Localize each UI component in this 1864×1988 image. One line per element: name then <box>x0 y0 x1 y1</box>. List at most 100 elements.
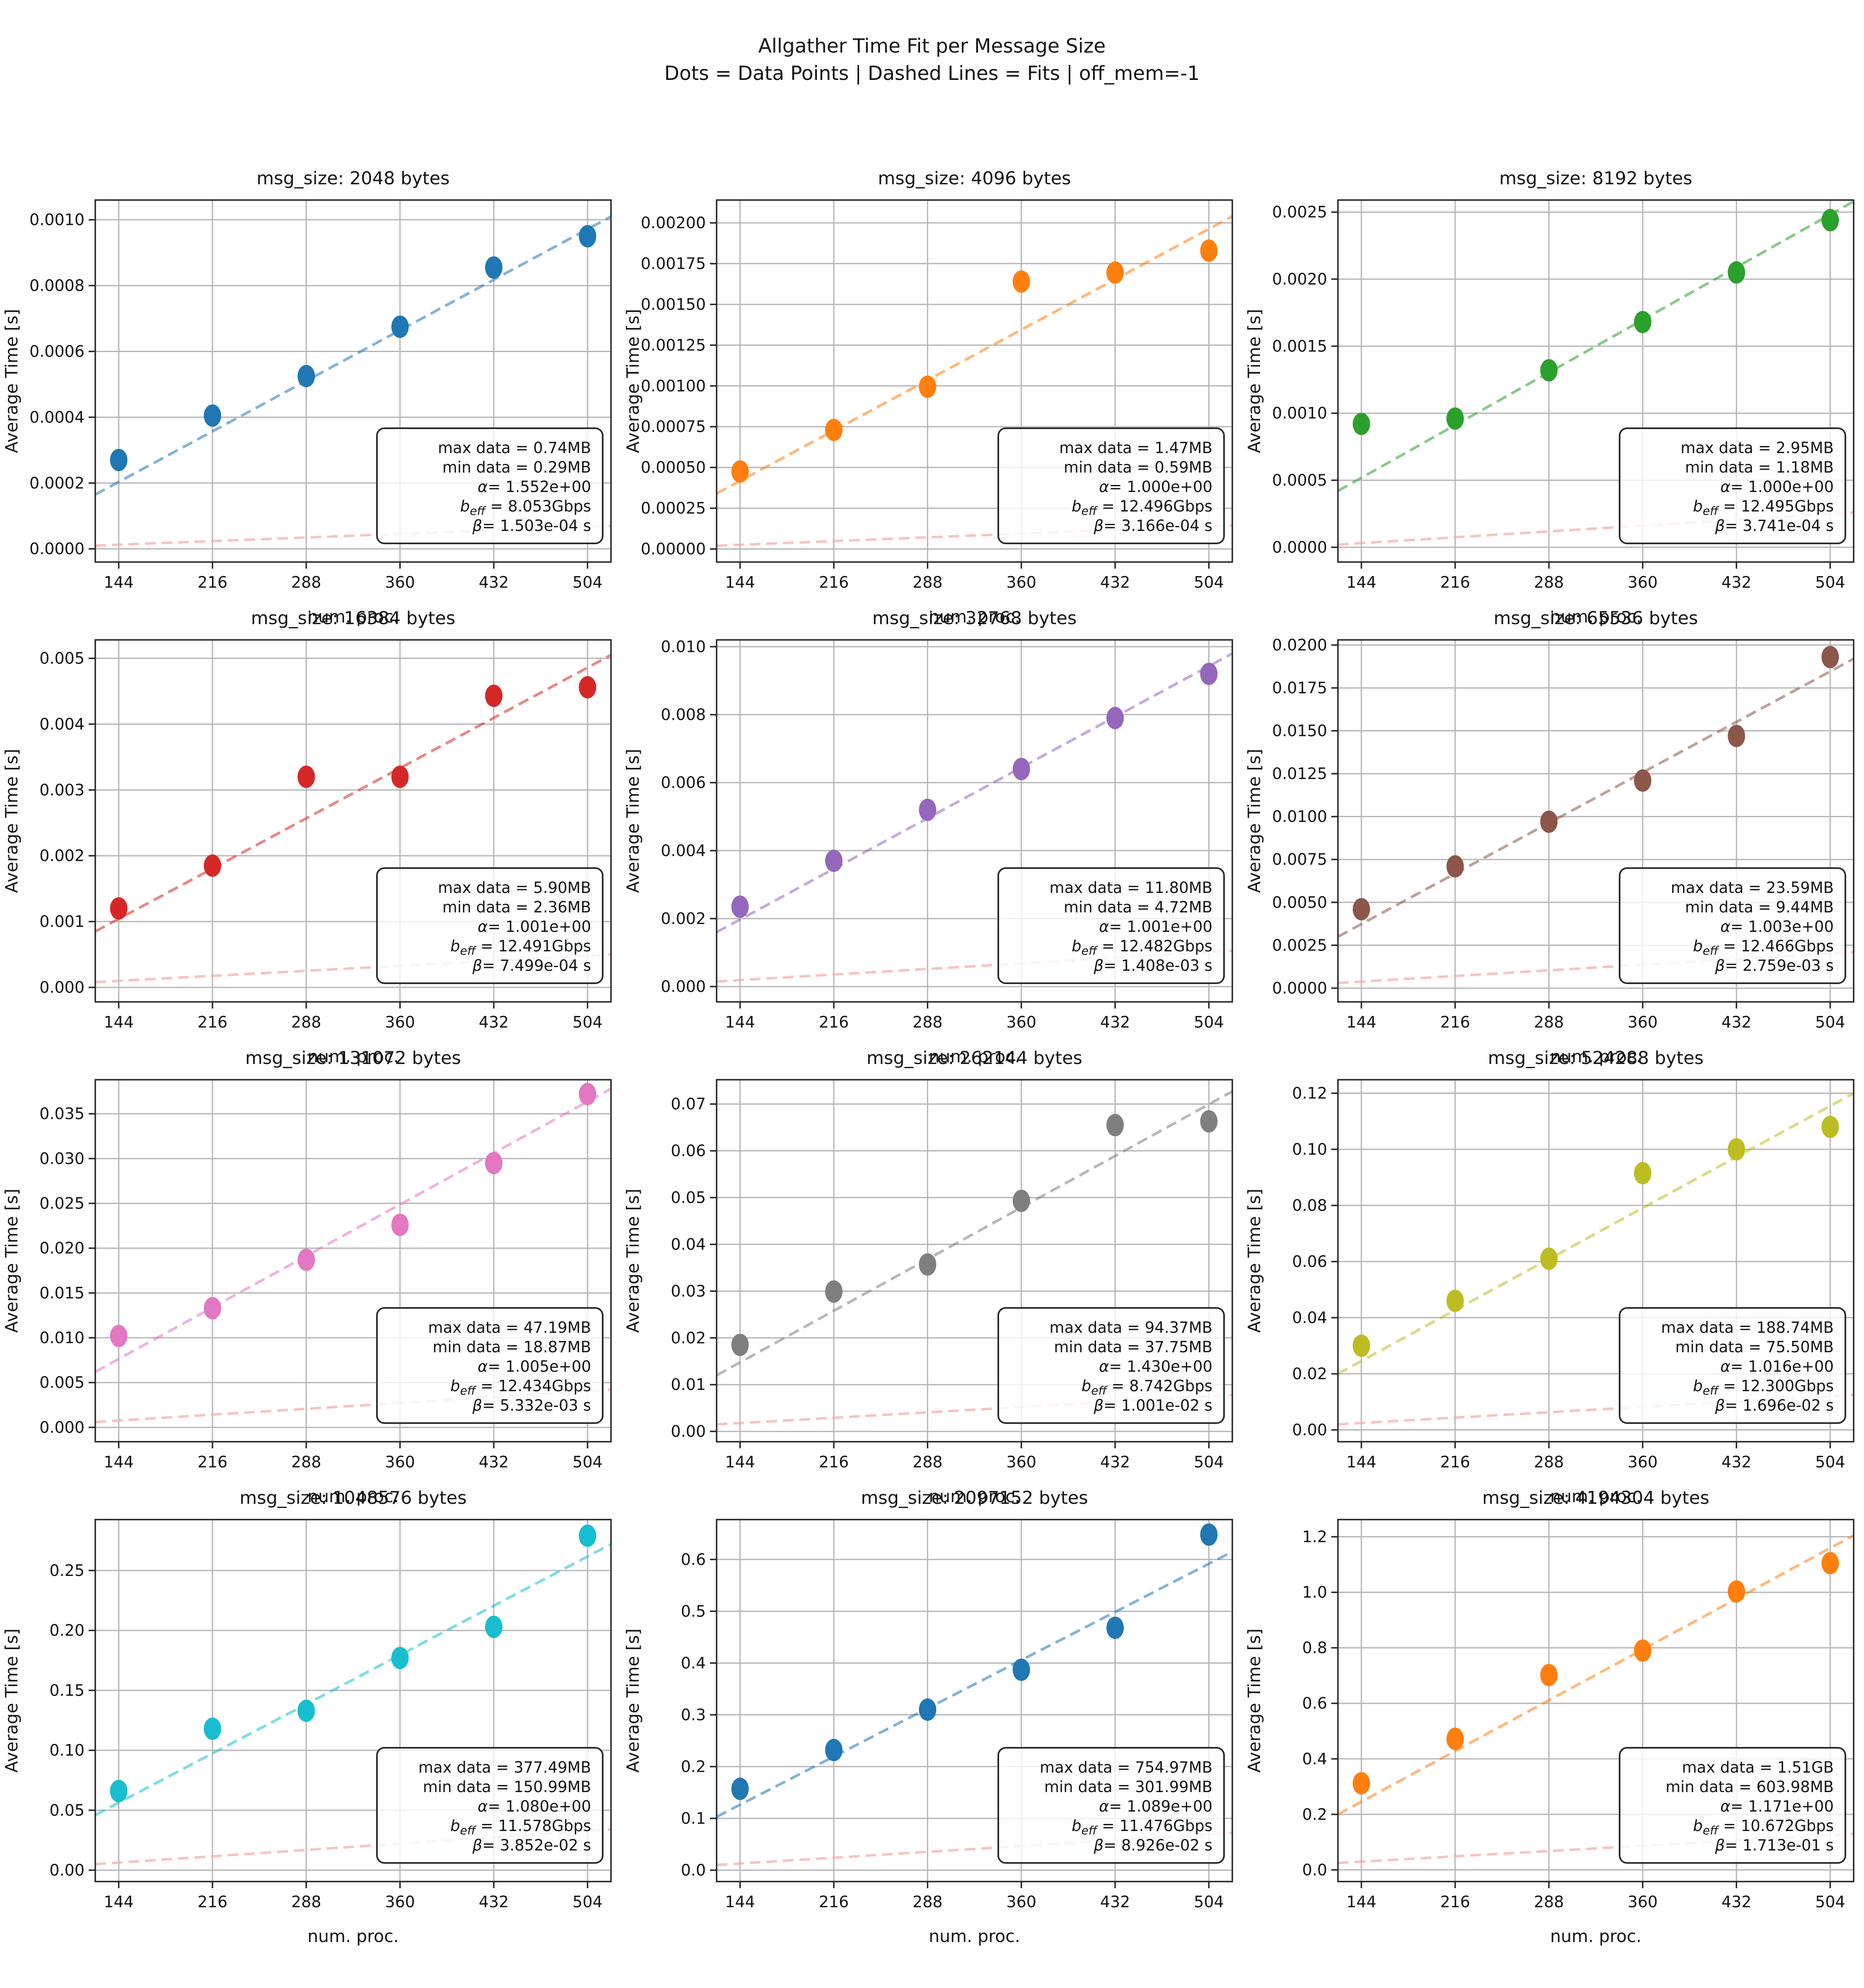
annotation-alpha: α= 1.000e+00 <box>1099 478 1212 496</box>
x-tick-label: 360 <box>385 1893 415 1911</box>
annotation-alpha: α= 1.000e+00 <box>1720 478 1834 496</box>
subplot-title: msg_size: 2048 bytes <box>256 168 449 189</box>
fit-line <box>716 1090 1233 1377</box>
y-tick-label: 0.08 <box>1292 1197 1327 1215</box>
data-point <box>203 1297 221 1320</box>
y-tick-label: 0.00 <box>671 1422 706 1440</box>
x-tick-label: 288 <box>913 1013 943 1031</box>
plot-border <box>94 1079 612 1443</box>
y-tick-label: 0.25 <box>49 1561 85 1580</box>
y-tick-label: 0.00000 <box>641 540 706 558</box>
data-point <box>110 1325 128 1347</box>
annotation-max-data: max data = 11.80MB <box>1050 879 1212 897</box>
y-axis-label: Average Time [s] <box>1244 309 1264 453</box>
y-tick-label: 0.0175 <box>1272 679 1327 697</box>
y-tick-label: 0.035 <box>39 1105 85 1123</box>
plot-border <box>1337 1519 1854 1882</box>
data-point <box>1352 1772 1370 1795</box>
x-tick-label: 360 <box>1627 1013 1658 1031</box>
x-tick-label: 288 <box>291 573 321 591</box>
data-point <box>485 1616 503 1638</box>
x-axis-label: num. proc. <box>929 1486 1020 1506</box>
data-point <box>297 765 315 788</box>
data-point <box>1821 209 1839 232</box>
annotation-min-data: min data = 4.72MB <box>1064 898 1212 916</box>
subplot-32768: 144 216 288 360 432 504 0.000 0.002 0.004 0.006 0.… <box>623 608 1233 1066</box>
y-tick-label: 0.0010 <box>29 211 85 229</box>
x-tick-label: 360 <box>1006 1453 1036 1471</box>
x-axis-label: num. proc. <box>307 1926 399 1946</box>
x-tick-label: 144 <box>725 1893 755 1911</box>
reference-line <box>716 949 1233 983</box>
plot-border <box>94 1519 612 1882</box>
data-point <box>485 1152 503 1175</box>
data-point <box>297 1699 315 1722</box>
x-tick-label: 144 <box>104 573 134 591</box>
x-tick-label: 432 <box>479 573 509 591</box>
annotation-alpha: α= 1.430e+00 <box>1099 1358 1212 1375</box>
data-point <box>1540 1247 1558 1270</box>
subplot-65536: 144 216 288 360 432 504 0.0000 0.0025 0.0050 0.00… <box>1244 608 1854 1066</box>
x-tick-label: 504 <box>1815 1013 1845 1031</box>
x-tick-label: 504 <box>1194 1893 1224 1911</box>
data-point <box>391 1647 409 1670</box>
x-tick-label: 504 <box>1815 573 1845 591</box>
x-tick-label: 216 <box>198 1453 228 1471</box>
annotation-beff: beff = 11.578Gbps <box>450 1817 591 1837</box>
x-tick-label: 432 <box>479 1893 509 1911</box>
data-point <box>579 1525 596 1547</box>
x-tick-label: 504 <box>1815 1453 1845 1471</box>
annotation-beta: β= 8.926e-02 s <box>1093 1836 1212 1854</box>
x-tick-label: 432 <box>1100 573 1130 591</box>
data-point <box>1352 413 1370 435</box>
annotation-box <box>376 427 604 544</box>
x-axis-label: num. proc. <box>307 607 399 627</box>
plot-border <box>94 199 612 563</box>
y-tick-label: 0.00025 <box>641 499 706 517</box>
x-tick-label: 504 <box>572 1453 603 1471</box>
y-axis-label: Average Time [s] <box>2 749 22 893</box>
y-tick-label: 0.07 <box>671 1095 706 1113</box>
y-tick-label: 0.00200 <box>641 214 706 232</box>
data-point <box>1352 1334 1370 1357</box>
data-point <box>110 1780 128 1802</box>
x-tick-label: 144 <box>1346 573 1376 591</box>
x-tick-label: 216 <box>819 573 849 591</box>
annotation-beta: β= 7.499e-04 s <box>472 957 591 975</box>
y-tick-label: 0.00100 <box>641 377 706 395</box>
x-axis-label: num. proc. <box>929 607 1020 627</box>
data-point <box>1821 1115 1839 1138</box>
annotation-max-data: max data = 47.19MB <box>428 1319 591 1337</box>
data-point <box>391 765 409 788</box>
y-axis-label: Average Time [s] <box>623 1189 643 1333</box>
y-tick-label: 0.20 <box>49 1621 85 1640</box>
y-tick-label: 0.008 <box>661 706 706 724</box>
annotation-beta: β= 5.332e-03 s <box>472 1397 591 1414</box>
annotation-beff: beff = 10.672Gbps <box>1693 1817 1834 1837</box>
y-axis-label: Average Time [s] <box>1244 1189 1264 1333</box>
annotation-box <box>1619 867 1846 984</box>
fit-line <box>1337 1092 1854 1375</box>
y-tick-label: 0.0025 <box>1272 203 1327 221</box>
y-axis-label: Average Time [s] <box>1244 1629 1264 1773</box>
x-tick-label: 432 <box>1100 1453 1130 1471</box>
y-tick-label: 0.00175 <box>641 255 706 273</box>
data-point <box>825 419 843 442</box>
y-tick-label: 0.0004 <box>29 408 85 426</box>
x-tick-label: 216 <box>1440 1013 1470 1031</box>
subplot-524288: 144 216 288 360 432 504 0.00 0.02 0.04 0.06 0.08 0.… <box>1244 1048 1854 1506</box>
reference-line <box>716 1831 1233 1866</box>
annotation-beta: β= 1.713e-01 s <box>1714 1836 1834 1854</box>
x-tick-label: 144 <box>104 1453 134 1471</box>
subplot-1048576: 144 216 288 360 432 504 0.00 0.05 0.10 0.15 0.20 0.… <box>2 1488 612 1946</box>
fit-line <box>1337 1534 1854 1816</box>
x-axis-label: num. proc. <box>929 1047 1020 1066</box>
subplot-title: msg_size: 4096 bytes <box>878 168 1071 189</box>
annotation-beta: β= 3.741e-04 s <box>1714 517 1834 535</box>
y-tick-label: 0.00 <box>1292 1421 1327 1439</box>
data-point <box>919 1698 937 1721</box>
y-tick-label: 0.0000 <box>1272 979 1327 997</box>
x-tick-label: 288 <box>913 573 943 591</box>
annotation-box <box>997 867 1225 984</box>
